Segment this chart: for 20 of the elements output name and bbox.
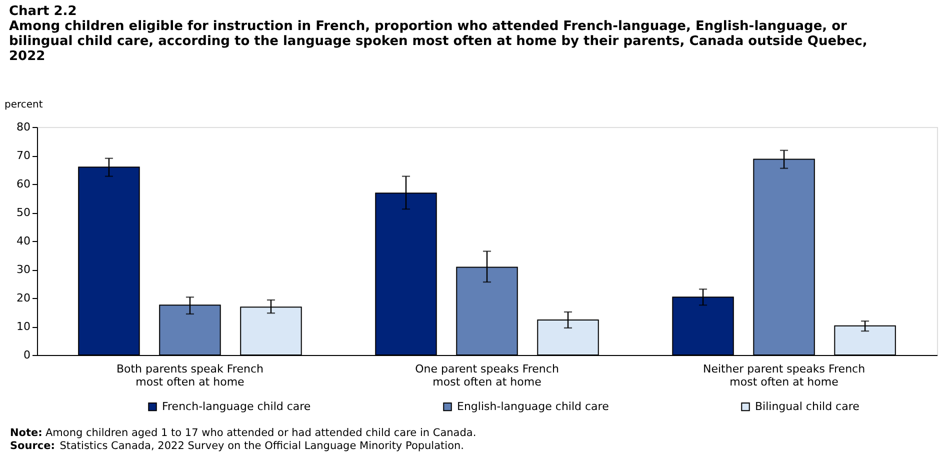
y-tick-label: 0 <box>24 348 30 362</box>
y-axis-title: percent <box>4 100 43 110</box>
y-tick-label: 10 <box>16 320 30 333</box>
source-note: Source: Statistics Canada, 2022 Survey on the Official Language Minority Population. <box>10 440 464 452</box>
chart-subtitle: Among children eligible for instruction in French, proportion who attended French-language, English-language, or bilingual child care, according to the language spoken most often at home by their parents, Canada outside Quebec, 2022 <box>9 19 868 64</box>
y-tick-label: 50 <box>16 206 30 219</box>
x-tick-label: Both parents speak French most often at home <box>116 362 264 388</box>
x-tick-label: Neither parent speaks French most often at home <box>703 362 866 388</box>
text: Note: Among children aged 1 to 17 who attended or had attended child care in Canada. <box>10 427 476 439</box>
y-tick-label: 60 <box>16 178 30 190</box>
chart-title: Chart 2.2 <box>9 4 77 19</box>
legend-label: English-language child care <box>457 400 610 413</box>
legend-label: French-language child care <box>162 400 311 413</box>
x-tick-label: One parent speaks French most often at home <box>415 362 559 388</box>
y-tick-label: 80 <box>16 120 30 134</box>
y-tick-label: 20 <box>16 292 30 304</box>
y-tick-label: 40 <box>16 234 30 248</box>
y-tick-label: 70 <box>16 149 30 162</box>
y-tick-label: 30 <box>16 263 30 276</box>
legend-label: Bilingual child care <box>755 400 860 413</box>
